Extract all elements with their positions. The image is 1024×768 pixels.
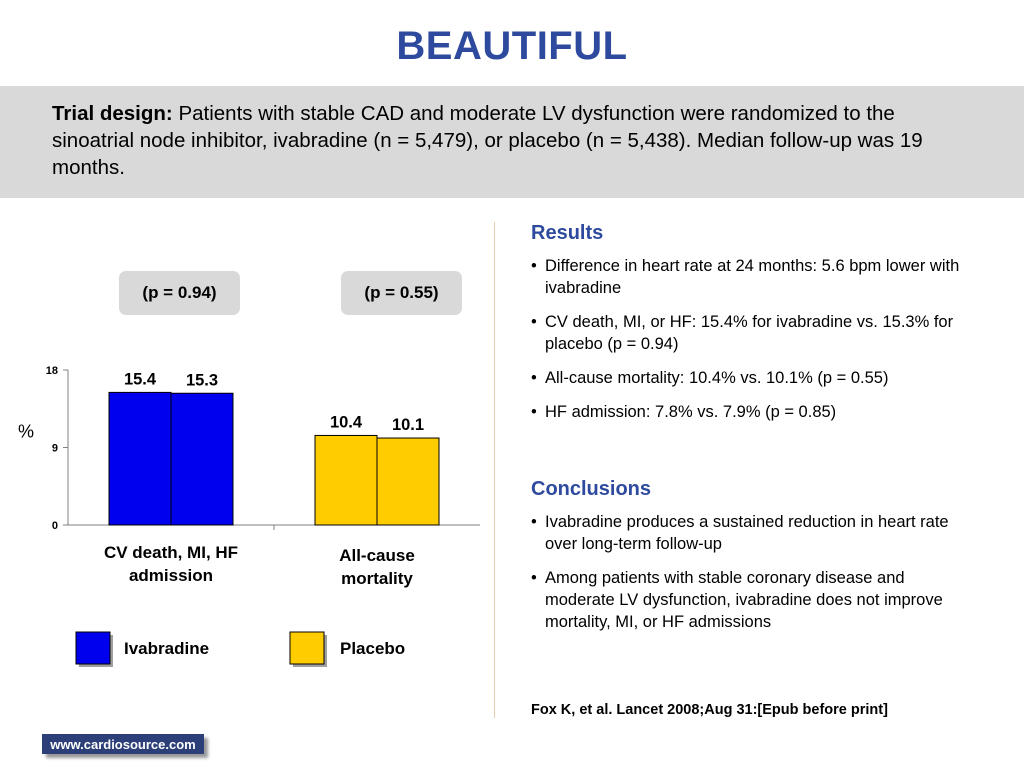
bar-chart: 0 9 18% 15.4 15.3 10.4 10.1 CV death, MI, HF adm…: [18, 365, 480, 667]
results-bullet-text: CV death, MI, or HF: 15.4% for ivabradin…: [545, 313, 954, 353]
bullet-dot: •: [531, 369, 537, 387]
bullet-dot: •: [531, 313, 537, 331]
results-bullet: • HF admission: 7.8% vs. 7.9% (p = 0.85): [531, 401, 971, 423]
conclusions-heading: Conclusions: [531, 478, 652, 500]
conclusions-bullet-text: Among patients with stable coronary dise…: [545, 569, 943, 631]
bar-value-label: 10.4: [330, 413, 363, 431]
results-bullet: • CV death, MI, or HF: 15.4% for ivabradi…: [531, 311, 971, 355]
trial-design-body: Patients with stable CAD and moderate LV…: [52, 102, 923, 179]
legend-label: Placebo: [340, 639, 405, 658]
legend-swatch: [289, 631, 325, 665]
y-tick-label: 18: [46, 365, 58, 377]
results-bullet-text: Difference in heart rate at 24 months: 5…: [545, 257, 960, 297]
bar-placebo: [170, 392, 234, 526]
conclusions-bullet-text: Ivabradine produces a sustained reductio…: [545, 513, 949, 553]
pvalue-box-mortality: (p = 0.55): [341, 271, 462, 315]
bar-ivabradine: [314, 434, 378, 526]
y-tick-label: 9: [52, 443, 58, 455]
column-divider: [494, 222, 495, 718]
bar-ivabradine: [108, 391, 172, 526]
y-axis-label: %: [18, 422, 34, 442]
trial-design-text: Trial design: Patients with stable CAD a…: [52, 100, 972, 181]
category-label: admission: [129, 566, 213, 585]
trial-design-band: [0, 86, 1024, 198]
legend-swatch: [75, 631, 111, 665]
bullet-dot: •: [531, 403, 537, 421]
conclusions-section: Conclusions • Ivabradine produces a susta…: [531, 478, 971, 645]
conclusions-bullet: • Among patients with stable coronary dis…: [531, 567, 971, 633]
cardiosource-logo[interactable]: www.cardiosource.com: [42, 734, 204, 754]
conclusions-bullet: • Ivabradine produces a sustained reducti…: [531, 511, 971, 555]
results-list: • Difference in heart rate at 24 months: …: [531, 255, 971, 423]
bar-value-label: 15.3: [186, 371, 218, 389]
bar-value-label: 15.4: [124, 370, 157, 388]
bullet-dot: •: [531, 513, 537, 531]
category-label: CV death, MI, HF: [104, 543, 238, 562]
bar-placebo: [376, 437, 440, 526]
results-bullet: • All-cause mortality: 10.4% vs. 10.1% (p…: [531, 367, 971, 389]
y-tick-label: 0: [52, 520, 58, 532]
pvalue-box-cv: (p = 0.94): [119, 271, 240, 315]
category-label: mortality: [341, 569, 413, 588]
bullet-dot: •: [531, 257, 537, 275]
citation: Fox K, et al. Lancet 2008;Aug 31:[Epub b…: [531, 702, 888, 718]
results-bullet: • Difference in heart rate at 24 months: …: [531, 255, 971, 299]
conclusions-list: • Ivabradine produces a sustained reducti…: [531, 511, 971, 633]
bullet-dot: •: [531, 569, 537, 587]
trial-design-label: Trial design:: [52, 102, 173, 125]
results-heading: Results: [531, 222, 604, 244]
results-section: Results • Difference in heart rate at 24 …: [531, 222, 971, 435]
results-bullet-text: All-cause mortality: 10.4% vs. 10.1% (p …: [545, 369, 889, 387]
results-bullet-text: HF admission: 7.8% vs. 7.9% (p = 0.85): [545, 403, 837, 421]
category-label: All-cause: [339, 546, 415, 565]
slide-title: BEAUTIFUL: [396, 24, 628, 68]
legend-label: Ivabradine: [124, 639, 209, 658]
bar-value-label: 10.1: [392, 416, 424, 434]
